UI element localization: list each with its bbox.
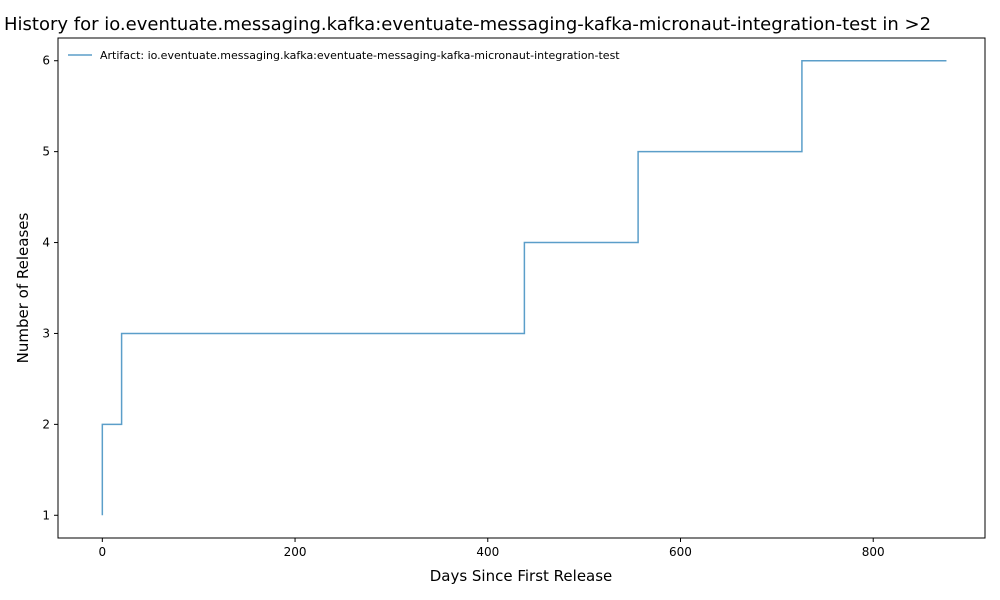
y-axis: 1 2 3 4 5 6: [42, 54, 58, 522]
y-axis-label: Number of Releases: [14, 212, 32, 363]
chart-title: History for io.eventuate.messaging.kafka…: [4, 14, 931, 35]
x-axis: 0 200 400 600 800: [99, 538, 885, 559]
plot-frame: [57, 37, 986, 539]
x-tick-label: 600: [669, 545, 692, 559]
x-tick-label: 800: [862, 545, 885, 559]
y-tick-label: 4: [42, 236, 50, 250]
x-axis-label: Days Since First Release: [430, 567, 613, 585]
y-tick-label: 1: [42, 508, 50, 522]
legend-label: Artifact: io.eventuate.messaging.kafka:e…: [100, 49, 620, 62]
series-line-0: [101, 59, 947, 516]
y-tick-label: 2: [42, 417, 50, 431]
x-tick-label: 400: [476, 545, 499, 559]
y-tick-label: 6: [42, 54, 50, 68]
legend: Artifact: io.eventuate.messaging.kafka:e…: [68, 49, 620, 62]
x-tick-label: 0: [99, 545, 107, 559]
y-tick-label: 3: [42, 326, 50, 340]
x-tick-label: 200: [284, 545, 307, 559]
y-tick-label: 5: [42, 145, 50, 159]
